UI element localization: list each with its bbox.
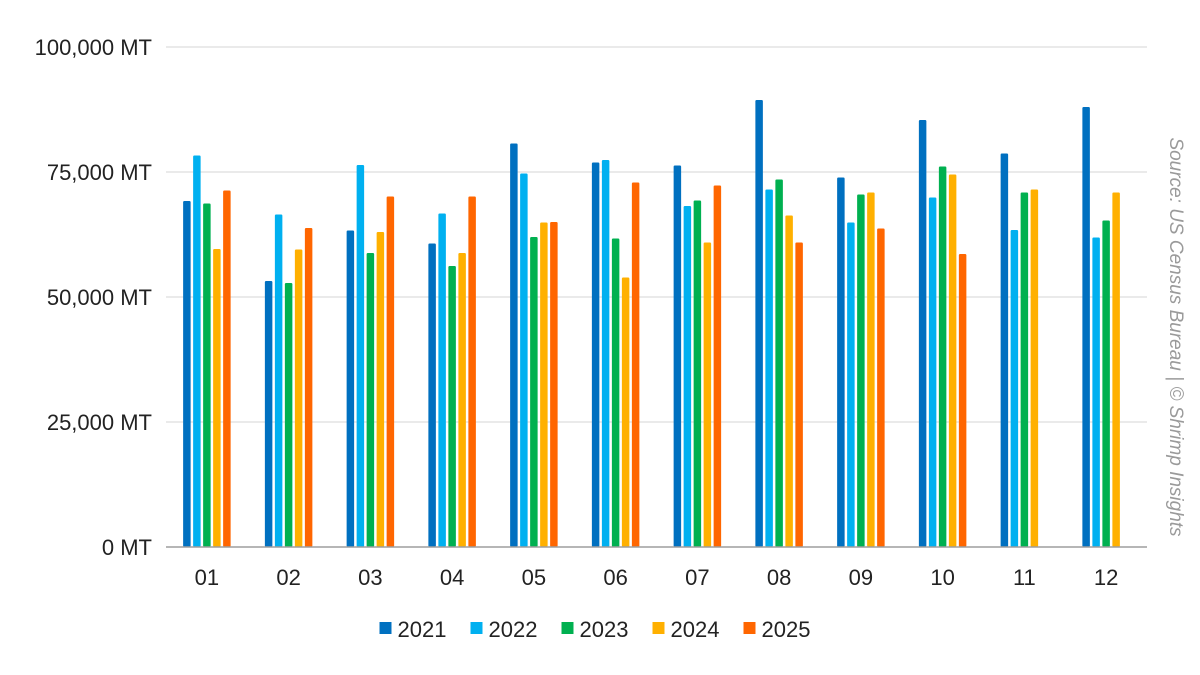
- bar-2022-05: [520, 173, 528, 547]
- bar-2024-03: [376, 232, 385, 547]
- bar-2024-10: [948, 174, 957, 547]
- bar-2022-01: [193, 155, 201, 547]
- legend-swatch: [470, 622, 483, 634]
- legend-item-2021: 2021: [379, 617, 447, 642]
- x-tick-label: 06: [603, 565, 627, 590]
- x-tick-label: 07: [685, 565, 709, 590]
- bar-2023-02: [284, 283, 293, 547]
- legend-swatch: [652, 622, 665, 634]
- bar-2024-02: [294, 249, 303, 547]
- bar-2022-12: [1092, 237, 1100, 547]
- x-tick-label: 05: [522, 565, 546, 590]
- bar-2021-10: [918, 120, 927, 547]
- x-tick-label: 12: [1094, 565, 1118, 590]
- legend-swatch: [743, 622, 756, 634]
- bar-2021-12: [1082, 107, 1090, 547]
- bar-2021-05: [510, 143, 518, 547]
- y-tick-label: 50,000 MT: [47, 285, 152, 310]
- bar-2025-09: [877, 228, 885, 547]
- bar-2021-01: [183, 201, 191, 547]
- bar-2023-11: [1020, 192, 1029, 547]
- bar-2021-06: [591, 162, 600, 547]
- legend-label: 2025: [762, 617, 811, 642]
- bar-2024-01: [213, 249, 221, 547]
- bar-2025-01: [223, 190, 231, 547]
- bar-2023-05: [530, 237, 538, 547]
- x-tick-label: 11: [1013, 565, 1036, 590]
- legend-item-2024: 2024: [652, 617, 720, 642]
- bar-2023-10: [938, 166, 947, 547]
- bar-2023-01: [203, 203, 211, 547]
- y-axis-tick-labels: 0 MT 25,000 MT 50,000 MT 75,000 MT 100,000 M…: [35, 35, 152, 560]
- bar-2022-09: [847, 222, 855, 547]
- x-tick-label: 03: [358, 565, 382, 590]
- gridlines: [166, 46, 1147, 423]
- bar-2021-02: [264, 281, 273, 547]
- bar-2025-05: [550, 222, 558, 547]
- bar-2021-04: [428, 243, 436, 547]
- bar-2025-07: [713, 185, 722, 547]
- bar-2024-09: [867, 192, 875, 547]
- bar-2022-06: [601, 160, 610, 547]
- bar-2022-11: [1010, 230, 1019, 547]
- bar-2024-11: [1030, 189, 1039, 547]
- legend-swatch: [379, 622, 392, 634]
- bar-2023-12: [1102, 220, 1110, 547]
- x-tick-label: 01: [195, 565, 219, 590]
- bar-2022-10: [928, 197, 937, 547]
- bar-2024-06: [621, 277, 630, 547]
- bar-2021-09: [837, 177, 845, 547]
- source-note: Source: US Census Bureau | © Shrimp Insi…: [1165, 137, 1186, 537]
- y-tick-label: 0 MT: [102, 535, 152, 560]
- legend-item-2025: 2025: [743, 617, 811, 642]
- legend-label: 2022: [489, 617, 538, 642]
- legend: 2021 2022 2023 2024 2025: [379, 617, 811, 642]
- x-tick-label: 08: [767, 565, 791, 590]
- bar-2025-04: [468, 196, 476, 547]
- legend-item-2023: 2023: [561, 617, 629, 642]
- y-tick-label: 25,000 MT: [47, 410, 152, 435]
- bar-2021-08: [755, 100, 763, 547]
- bar-2022-04: [438, 213, 446, 547]
- bar-2023-08: [775, 179, 783, 547]
- legend-label: 2024: [671, 617, 720, 642]
- y-tick-label: 100,000 MT: [35, 35, 152, 60]
- bar-2023-09: [857, 194, 865, 547]
- x-tick-label: 04: [440, 565, 464, 590]
- x-tick-label: 09: [849, 565, 873, 590]
- legend-label: 2023: [580, 617, 629, 642]
- bar-2023-07: [693, 200, 702, 547]
- bar-2022-07: [683, 206, 692, 547]
- bar-2024-07: [703, 242, 712, 547]
- bar-2025-08: [795, 242, 803, 547]
- legend-label: 2021: [398, 617, 447, 642]
- bar-2024-05: [540, 222, 548, 547]
- bar-2022-03: [356, 165, 365, 547]
- bars: [183, 100, 1120, 547]
- bar-2024-08: [785, 215, 793, 547]
- y-tick-label: 75,000 MT: [47, 160, 152, 185]
- bar-2025-06: [631, 182, 640, 547]
- bar-2023-03: [366, 253, 375, 547]
- x-tick-label: 02: [276, 565, 300, 590]
- bar-2024-12: [1112, 192, 1120, 547]
- bar-2021-11: [1000, 153, 1009, 547]
- bar-2022-08: [765, 189, 773, 547]
- bar-2023-06: [611, 238, 620, 547]
- x-tick-label: 10: [930, 565, 954, 590]
- bar-2025-10: [958, 254, 967, 547]
- legend-item-2022: 2022: [470, 617, 538, 642]
- legend-swatch: [561, 622, 574, 634]
- bar-2023-04: [448, 266, 456, 547]
- bar-2024-04: [458, 253, 466, 547]
- bar-2022-02: [274, 214, 283, 547]
- bar-2025-03: [386, 196, 395, 547]
- bar-2025-02: [304, 228, 313, 547]
- bar-2021-07: [673, 165, 682, 547]
- bar-2021-03: [346, 230, 355, 547]
- x-axis-tick-labels: 01 02 03 04 05 06 07 08 09 10 11 12: [195, 565, 1119, 590]
